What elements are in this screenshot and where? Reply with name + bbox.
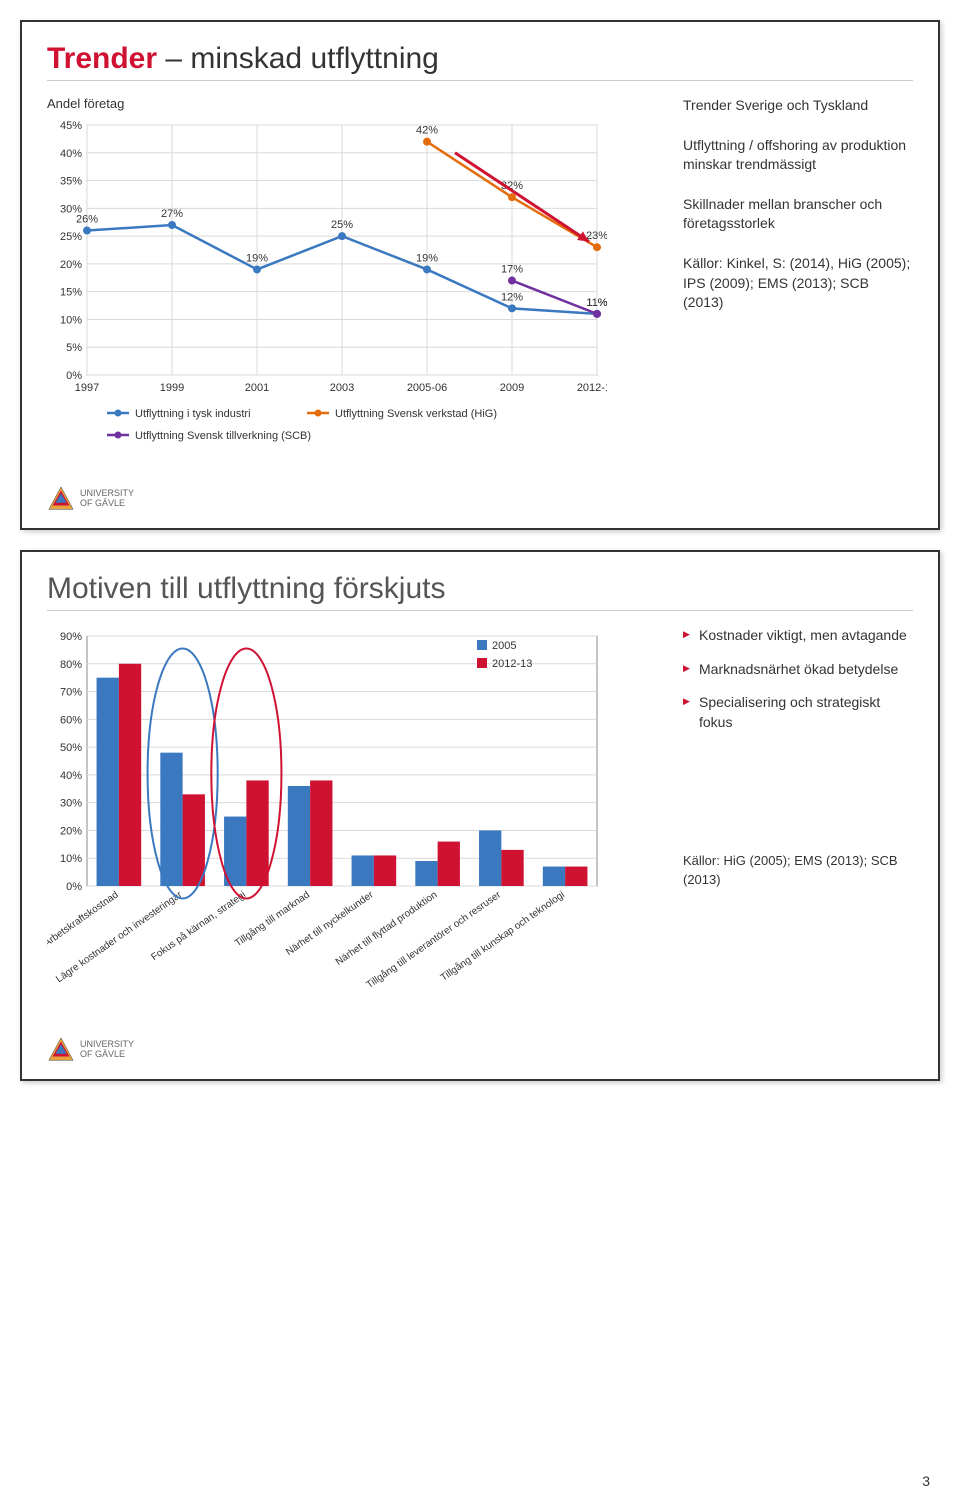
side-p3: Skillnader mellan branscher och företags…: [683, 195, 913, 234]
bullet-list: Kostnader viktigt, men avtagande Marknad…: [683, 626, 913, 732]
svg-text:1999: 1999: [160, 382, 184, 394]
svg-text:10%: 10%: [60, 314, 82, 326]
svg-text:60%: 60%: [60, 714, 82, 726]
svg-text:2001: 2001: [245, 382, 269, 394]
svg-text:90%: 90%: [60, 631, 82, 643]
side-p4: Källor: Kinkel, S: (2014), HiG (2005); I…: [683, 254, 913, 313]
slide2-chart-area: 0%10%20%30%40%50%60%70%80%90%Arbetskraft…: [47, 626, 663, 1026]
slide1-side-text: Trender Sverige och Tyskland Utflyttning…: [683, 96, 913, 333]
svg-text:Utflyttning i tysk industri: Utflyttning i tysk industri: [135, 408, 251, 420]
svg-text:Utflyttning Svensk tillverknin: Utflyttning Svensk tillverkning (SCB): [135, 430, 311, 442]
logo-line2: OF GÄVLE: [80, 1050, 134, 1060]
chart-subtitle: Andel företag: [47, 96, 663, 111]
svg-text:0%: 0%: [66, 370, 82, 382]
svg-text:2012-13: 2012-13: [577, 382, 607, 394]
svg-text:50%: 50%: [60, 742, 82, 754]
slide2-title: Motiven till utflyttning förskjuts: [47, 572, 913, 611]
svg-text:Lägre kostnader och investerin: Lägre kostnader och investeringar: [54, 889, 185, 985]
bullet-2: Marknadsnärhet ökad betydelse: [683, 660, 913, 680]
svg-text:20%: 20%: [60, 259, 82, 271]
svg-text:2005: 2005: [492, 640, 516, 652]
svg-text:2003: 2003: [330, 382, 354, 394]
slide1-body: Andel företag 0%5%10%15%20%25%30%35%40%4…: [47, 96, 913, 475]
line-chart: 0%5%10%15%20%25%30%35%40%45%199719992001…: [47, 115, 607, 475]
slide-1: Trender – minskad utflyttning Andel före…: [20, 20, 940, 530]
svg-text:45%: 45%: [60, 120, 82, 132]
svg-text:42%: 42%: [416, 125, 438, 137]
svg-text:80%: 80%: [60, 659, 82, 671]
university-logo: UNIVERSITY OF GÄVLE: [47, 1036, 913, 1064]
slide2-side-text: Kostnader viktigt, men avtagande Marknad…: [683, 626, 913, 909]
svg-text:25%: 25%: [331, 219, 353, 231]
svg-text:40%: 40%: [60, 770, 82, 782]
svg-text:26%: 26%: [76, 214, 98, 226]
side-p1: Trender Sverige och Tyskland: [683, 96, 913, 116]
svg-text:70%: 70%: [60, 687, 82, 699]
title-accent: Trender: [47, 42, 157, 75]
slide-2: Motiven till utflyttning förskjuts 0% 10%…: [20, 550, 940, 1081]
svg-text:5%: 5%: [66, 342, 82, 354]
bullet-3: Specialisering och strategiskt fokus: [683, 693, 913, 732]
title-rest: – minskad utflyttning: [157, 42, 439, 75]
svg-text:25%: 25%: [60, 231, 82, 243]
svg-text:Utflyttning Svensk verkstad (H: Utflyttning Svensk verkstad (HiG): [335, 408, 497, 420]
slide2-body: 0%10%20%30%40%50%60%70%80%90%Arbetskraft…: [47, 626, 913, 1026]
svg-text:0%: 0%: [66, 881, 82, 893]
page-number: 3: [922, 1473, 930, 1489]
logo-text: UNIVERSITY OF GÄVLE: [80, 1040, 134, 1060]
side-p2: Utflyttning / offshoring av produktion m…: [683, 136, 913, 175]
svg-text:20%: 20%: [60, 825, 82, 837]
logo-text: UNIVERSITY OF GÄVLE: [80, 489, 134, 509]
bar-chart: 0%10%20%30%40%50%60%70%80%90%Arbetskraft…: [47, 626, 607, 1026]
svg-text:1997: 1997: [75, 382, 99, 394]
bullet-1: Kostnader viktigt, men avtagande: [683, 626, 913, 646]
logo-icon: [47, 485, 75, 513]
svg-text:Tillgång till leverantörer och: Tillgång till leverantörer och resruser: [364, 888, 504, 991]
logo-icon: [47, 1036, 75, 1064]
sources: Källor: HiG (2005); EMS (2013); SCB (201…: [683, 852, 913, 888]
svg-text:Närhet till flyttad produktion: Närhet till flyttad produktion: [334, 889, 440, 968]
svg-text:19%: 19%: [416, 252, 438, 264]
svg-text:19%: 19%: [246, 252, 268, 264]
slide1-title: Trender – minskad utflyttning: [47, 42, 913, 81]
svg-text:15%: 15%: [60, 287, 82, 299]
logo-line2: OF GÄVLE: [80, 499, 134, 509]
svg-text:30%: 30%: [60, 798, 82, 810]
svg-text:40%: 40%: [60, 148, 82, 160]
svg-text:35%: 35%: [60, 176, 82, 188]
svg-text:27%: 27%: [161, 208, 183, 220]
slide1-chart-area: Andel företag 0%5%10%15%20%25%30%35%40%4…: [47, 96, 663, 475]
svg-text:2012-13: 2012-13: [492, 658, 532, 670]
svg-text:Tillgång till kunskap och tekn: Tillgång till kunskap och teknologi: [438, 889, 567, 984]
svg-text:2009: 2009: [500, 382, 524, 394]
svg-text:10%: 10%: [60, 853, 82, 865]
svg-text:12%: 12%: [501, 291, 523, 303]
university-logo: UNIVERSITY OF GÄVLE: [47, 485, 913, 513]
svg-text:2005-06: 2005-06: [407, 382, 447, 394]
svg-text:17%: 17%: [501, 264, 523, 276]
svg-text:11%: 11%: [586, 297, 607, 309]
